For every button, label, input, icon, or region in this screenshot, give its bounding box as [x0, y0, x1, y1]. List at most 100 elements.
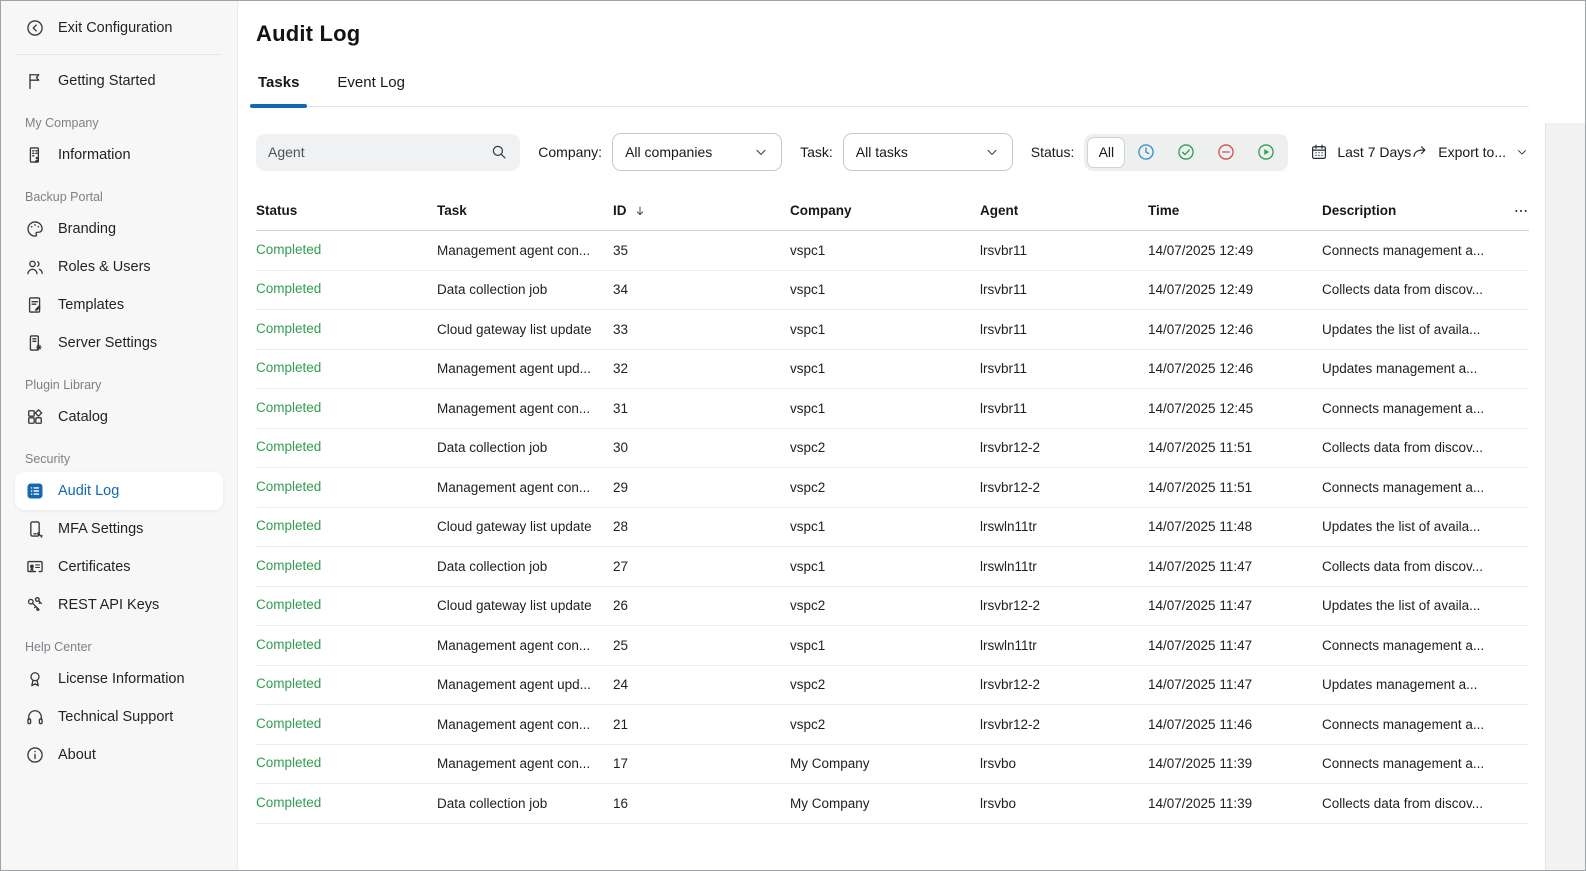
company-dropdown-value: All companies: [625, 144, 712, 160]
scrollbar-gutter[interactable]: [1545, 123, 1585, 870]
sidebar-item-getting-started[interactable]: Getting Started: [15, 62, 223, 100]
sidebar-item-roles-users[interactable]: Roles & Users: [15, 248, 223, 286]
cell-time: 14/07/2025 12:46: [1148, 322, 1322, 337]
check-circle-icon: Completed: [256, 281, 273, 298]
status-filter-all[interactable]: All: [1087, 137, 1125, 168]
sidebar-item-catalog[interactable]: Catalog: [15, 398, 223, 436]
tab-bar: Tasks Event Log: [256, 74, 1529, 107]
info-icon: [25, 745, 45, 765]
sidebar-section-label: Plugin Library: [25, 378, 213, 392]
column-header-description[interactable]: Description: [1322, 203, 1495, 218]
column-header-time[interactable]: Time: [1148, 203, 1322, 218]
sidebar-item-technical-support[interactable]: Technical Support: [15, 698, 223, 736]
table-header-row: Status Task IDCompanyAgentTimeDescription: [256, 191, 1529, 231]
search-input[interactable]: [268, 144, 490, 160]
cell-time: 14/07/2025 12:45: [1148, 401, 1322, 416]
column-header-agent[interactable]: Agent: [980, 203, 1148, 218]
table-row[interactable]: CompletedManagement agent con...35vspc1l…: [256, 231, 1529, 271]
sidebar-section-label: Help Center: [25, 640, 213, 654]
mfa-icon: [25, 519, 45, 539]
sidebar-item-exit-configuration[interactable]: Exit Configuration: [15, 9, 223, 47]
sidebar-item-information[interactable]: Information: [15, 136, 223, 174]
cell-description: Updates the list of availa...: [1322, 519, 1495, 534]
sidebar-item-server-settings[interactable]: Server Settings: [15, 324, 223, 362]
table-row[interactable]: CompletedManagement agent con...31vspc1l…: [256, 389, 1529, 429]
column-options-button[interactable]: [1495, 203, 1529, 219]
cell-company: vspc1: [790, 322, 980, 337]
cell-task: Data collection job: [437, 440, 613, 455]
status-filter-success[interactable]: [1167, 137, 1205, 168]
table-row[interactable]: CompletedManagement agent upd...32vspc1l…: [256, 350, 1529, 390]
cell-id: 32: [613, 361, 790, 376]
app-window: Exit Configuration Getting StartedMy Com…: [0, 0, 1586, 871]
back-circle-icon: [25, 18, 45, 38]
clock-icon: [1136, 142, 1156, 162]
column-header-status[interactable]: Status: [256, 203, 437, 218]
table-row[interactable]: CompletedData collection job27vspc1lrswl…: [256, 547, 1529, 587]
cell-time: 14/07/2025 11:39: [1148, 756, 1322, 771]
cell-time: 14/07/2025 12:49: [1148, 243, 1322, 258]
ellipsis-icon: [1513, 203, 1529, 219]
cell-id: 31: [613, 401, 790, 416]
task-dropdown[interactable]: All tasks: [843, 133, 1013, 171]
table-row[interactable]: CompletedManagement agent upd...24vspc2l…: [256, 666, 1529, 706]
table-row[interactable]: CompletedCloud gateway list update26vspc…: [256, 587, 1529, 627]
status-filter-failed[interactable]: [1207, 137, 1245, 168]
search-icon: [490, 143, 508, 161]
cell-company: vspc1: [790, 559, 980, 574]
cell-task: Management agent con...: [437, 480, 613, 495]
cell-task: Cloud gateway list update: [437, 322, 613, 337]
cell-task: Data collection job: [437, 796, 613, 811]
agent-search-box[interactable]: [256, 134, 520, 171]
table-row[interactable]: CompletedCloud gateway list update28vspc…: [256, 508, 1529, 548]
column-header-task[interactable]: Task: [437, 203, 613, 218]
cell-company: vspc1: [790, 638, 980, 653]
cell-agent: lrswln11tr: [980, 559, 1148, 574]
sidebar-item-about[interactable]: About: [15, 736, 223, 774]
cell-description: Collects data from discov...: [1322, 559, 1495, 574]
tab-event-log[interactable]: Event Log: [335, 74, 407, 106]
sidebar-item-certificates[interactable]: Certificates: [15, 548, 223, 586]
column-label: Task: [437, 203, 467, 218]
sidebar-item-license-information[interactable]: License Information: [15, 660, 223, 698]
status-filter-label: Status:: [1031, 144, 1075, 160]
table-row[interactable]: CompletedData collection job16My Company…: [256, 784, 1529, 824]
table-row[interactable]: CompletedManagement agent con...25vspc1l…: [256, 626, 1529, 666]
cell-id: 17: [613, 756, 790, 771]
company-dropdown[interactable]: All companies: [612, 133, 782, 171]
tab-tasks[interactable]: Tasks: [256, 74, 301, 106]
date-range-button[interactable]: Last 7 Days: [1310, 143, 1411, 161]
table-row[interactable]: CompletedData collection job30vspc2lrsvb…: [256, 429, 1529, 469]
sidebar-item-mfa-settings[interactable]: MFA Settings: [15, 510, 223, 548]
cell-agent: lrsvbr11: [980, 282, 1148, 297]
status-filter-segment: All: [1084, 134, 1288, 171]
sidebar-item-audit-log[interactable]: Audit Log: [15, 472, 223, 510]
column-header-id[interactable]: ID: [613, 203, 790, 218]
sidebar-item-label: Certificates: [58, 559, 131, 575]
status-filter-started[interactable]: [1247, 137, 1285, 168]
export-icon: [1411, 143, 1429, 161]
cell-task: Management agent con...: [437, 756, 613, 771]
export-button[interactable]: Export to...: [1411, 143, 1529, 161]
table-row[interactable]: CompletedManagement agent con...21vspc2l…: [256, 705, 1529, 745]
cell-company: vspc2: [790, 480, 980, 495]
column-header-company[interactable]: Company: [790, 203, 980, 218]
sidebar-item-rest-api-keys[interactable]: REST API Keys: [15, 586, 223, 624]
cell-id: 25: [613, 638, 790, 653]
sidebar-item-branding[interactable]: Branding: [15, 210, 223, 248]
status-filter-running[interactable]: [1127, 137, 1165, 168]
check-circle-icon: Completed: [256, 479, 273, 496]
table-row[interactable]: CompletedCloud gateway list update33vspc…: [256, 310, 1529, 350]
cell-company: vspc1: [790, 519, 980, 534]
cell-time: 14/07/2025 11:47: [1148, 638, 1322, 653]
column-label: Status: [256, 203, 297, 218]
sidebar-item-label: Audit Log: [58, 483, 119, 499]
table-row[interactable]: CompletedManagement agent con...29vspc2l…: [256, 468, 1529, 508]
table-row[interactable]: CompletedManagement agent con...17My Com…: [256, 745, 1529, 785]
cell-agent: lrswln11tr: [980, 638, 1148, 653]
sidebar-item-templates[interactable]: Templates: [15, 286, 223, 324]
cell-agent: lrsvbr11: [980, 243, 1148, 258]
cell-agent: lrswln11tr: [980, 519, 1148, 534]
cell-time: 14/07/2025 11:46: [1148, 717, 1322, 732]
table-row[interactable]: CompletedData collection job34vspc1lrsvb…: [256, 271, 1529, 311]
